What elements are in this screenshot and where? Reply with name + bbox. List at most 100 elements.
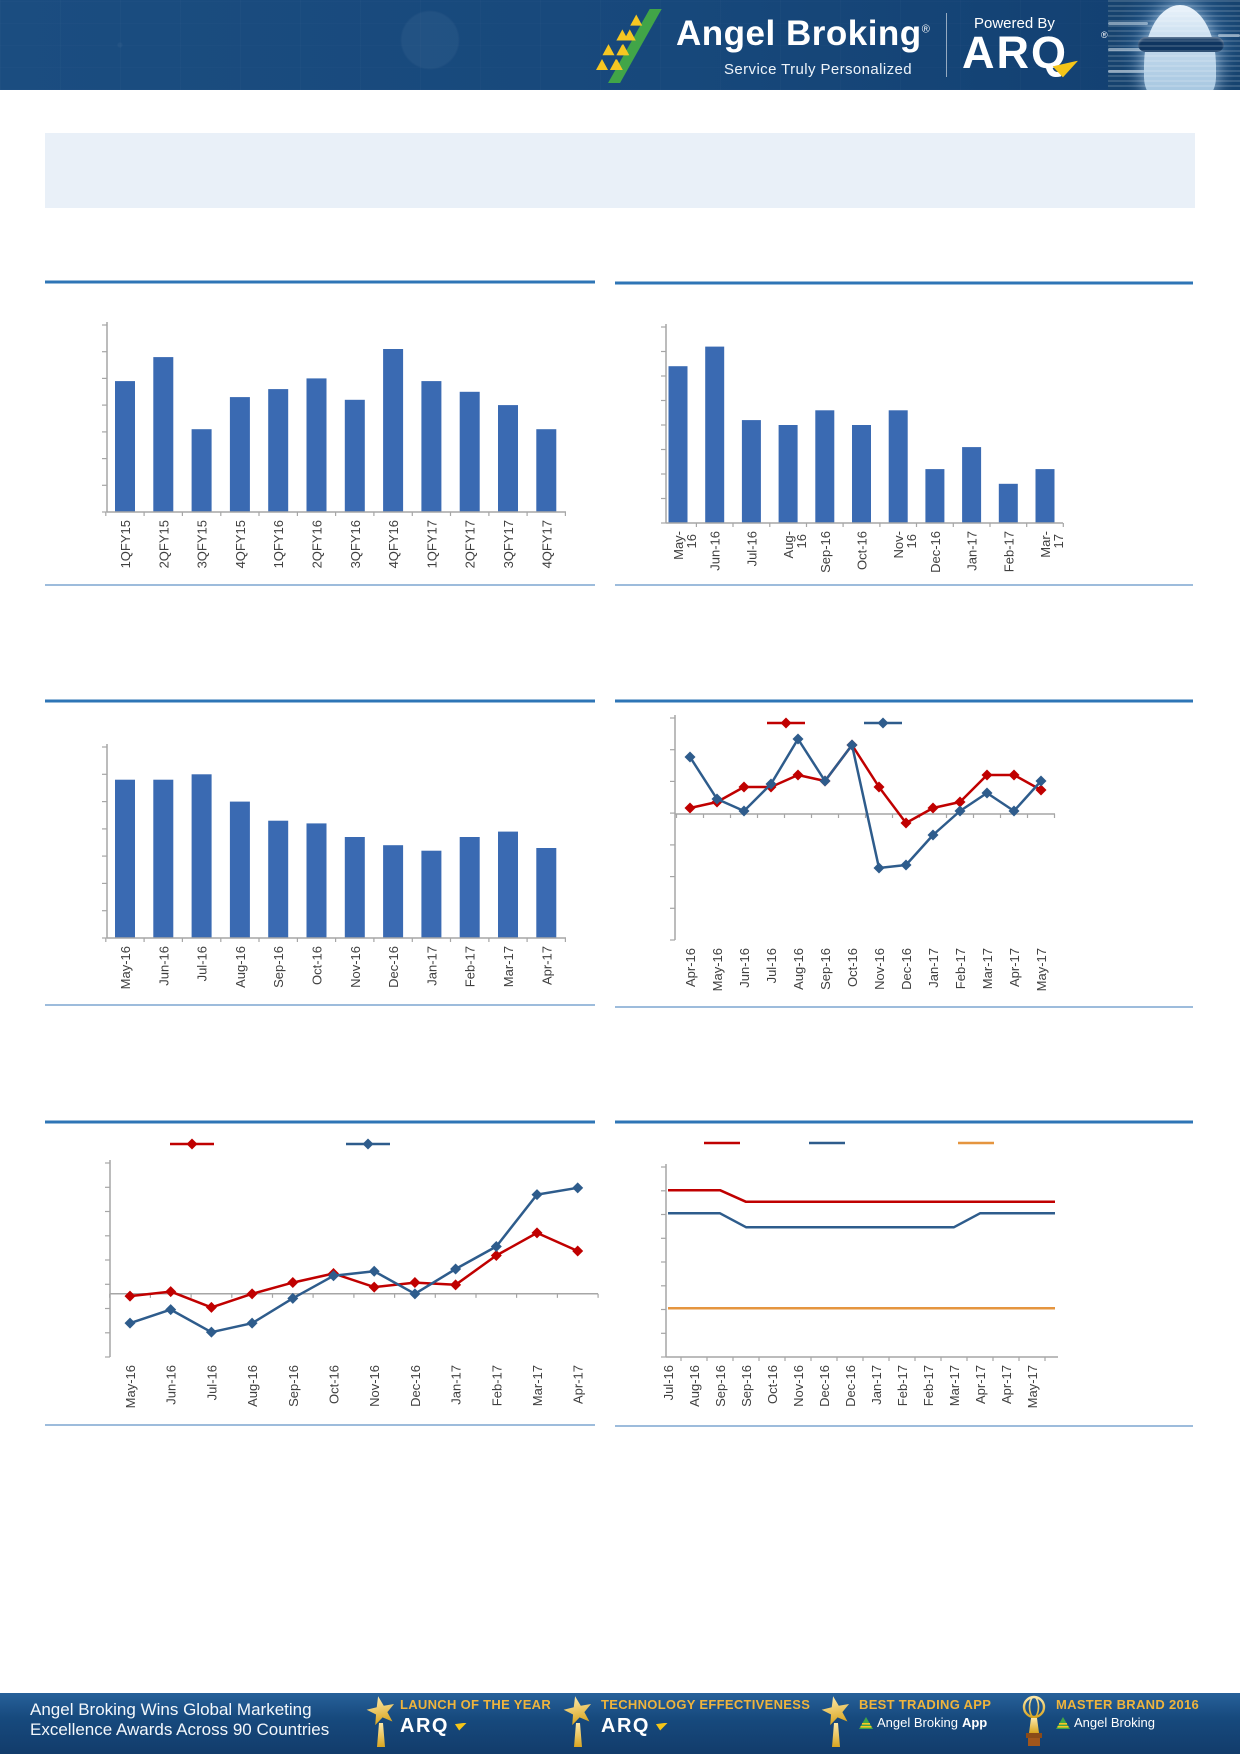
svg-text:Nov-16: Nov-16 [791,1365,806,1407]
svg-text:Aug-16: Aug-16 [233,946,248,988]
svg-text:Jan-17: Jan-17 [926,948,941,988]
bar [153,357,174,512]
svg-text:May-16: May-16 [671,531,699,560]
svg-text:2QFY15: 2QFY15 [156,520,171,568]
svg-text:Apr-17: Apr-17 [1007,948,1022,987]
svg-text:Feb-17: Feb-17 [1001,531,1016,572]
two-series-line-chart-2-series-0 [124,1227,584,1313]
svg-text:Feb-17: Feb-17 [921,1365,936,1406]
svg-text:Feb-17: Feb-17 [489,1365,504,1406]
award-launch-of-the-year: LAUNCH OF THE YEAR ARQ [400,1697,551,1738]
svg-text:Dec-16: Dec-16 [817,1365,832,1407]
two-series-line-chart-1-y-axis [670,715,676,941]
svg-text:Apr-16: Apr-16 [683,948,698,987]
svg-text:Jul-16: Jul-16 [744,531,759,566]
two-series-line-chart-1: Apr-16 May-16 Jun-16 Jul-16 Aug-16 Sep-16 Oct-… [615,699,1193,1008]
footer-headline-line2: Excellence Awards Across 90 Countries [30,1720,330,1739]
arq-registered-mark: ® [1101,30,1108,40]
bar [705,346,725,523]
svg-text:Nov-16: Nov-16 [872,948,887,990]
quarterly-bar-chart: 1QFY15 2QFY15 3QFY15 4QFY15 1QFY16 2QFY16 3QFY… [45,280,595,586]
bar [962,447,982,524]
bar [153,779,174,938]
award-best-trading-app: BEST TRADING APP Angel Broking App [859,1697,991,1730]
svg-text:1QFY15: 1QFY15 [118,520,133,568]
footer-headline: Angel Broking Wins Global Marketing Exce… [30,1700,329,1740]
svg-text:3QFY15: 3QFY15 [195,520,210,568]
svg-text:Sep-16: Sep-16 [271,946,286,988]
star-trophy-icon [821,1696,850,1747]
monthly-bar-chart-2-bars [115,774,557,938]
bar [344,837,365,938]
svg-text:Jan-17: Jan-17 [965,531,980,571]
svg-text:Mar-17: Mar-17 [530,1365,545,1406]
bar [268,389,289,512]
globe-trophy-icon [1022,1695,1046,1746]
two-series-line-chart-1-legend [767,717,902,729]
arq-swoosh-icon [454,1722,467,1731]
two-series-line-chart-1-x-labels: Apr-16 May-16 Jun-16 Jul-16 Aug-16 Sep-16 Oct-… [683,948,1049,991]
bar [459,391,480,512]
three-series-step-line-chart: Jul-16 Aug-16 Sep-16 Sep-16 Oct-16 Nov-16 Dec-… [615,1120,1193,1427]
angel-triangle-icon [1056,1716,1070,1729]
svg-text:Jan-17: Jan-17 [449,1365,464,1405]
bar [741,420,761,523]
svg-text:Sep-16: Sep-16 [713,1365,728,1407]
bar [383,349,404,512]
two-series-line-chart-2-legend [170,1138,390,1150]
award-brand-text: Angel Broking [1074,1715,1155,1730]
bar [778,425,798,523]
svg-text:3QFY17: 3QFY17 [501,520,516,568]
svg-text:Jan-17: Jan-17 [424,946,439,986]
bar [268,820,289,938]
award-brand-arq: ARQ [601,1715,650,1737]
two-series-line-chart-2-x-labels: May-16 Jun-16 Jul-16 Aug-16 Sep-16 Oct-16 Nov-… [123,1365,586,1408]
bar [498,831,518,938]
svg-text:Jul-16: Jul-16 [204,1365,219,1400]
arq-logo: ARQ [962,27,1068,78]
svg-text:Dec-16: Dec-16 [928,531,943,573]
svg-text:Mar-17: Mar-17 [980,948,995,989]
quarterly-bar-chart-bars [115,349,557,512]
svg-text:Dec-16: Dec-16 [408,1365,423,1407]
award-title: TECHNOLOGY EFFECTIVENESS [601,1697,811,1712]
svg-text:May-17: May-17 [1025,1365,1040,1408]
three-series-step-line-chart-y-axis [661,1164,667,1358]
svg-text:Oct-16: Oct-16 [845,948,860,987]
award-master-brand-2016: MASTER BRAND 2016 Angel Broking [1056,1697,1199,1730]
arq-swoosh-icon [655,1722,668,1731]
three-series-step-line-chart-series-0 [668,1188,1055,1204]
svg-text:4QFY17: 4QFY17 [539,520,554,568]
bar [925,469,945,523]
svg-text:4QFY15: 4QFY15 [233,520,248,568]
svg-text:Feb-17: Feb-17 [953,948,968,989]
bar [115,381,135,512]
bar [459,837,480,938]
svg-text:Jan-17: Jan-17 [869,1365,884,1405]
scanlines-overlay [1108,0,1240,90]
powered-by-label: Powered By [974,15,1055,32]
bar [852,425,871,523]
svg-text:2QFY16: 2QFY16 [310,520,325,568]
bar [998,483,1018,523]
award-brand-bold: App [961,1715,988,1730]
star-trophy-icon [563,1696,592,1747]
svg-text:May-17: May-17 [1034,948,1049,991]
svg-text:Jul-16: Jul-16 [764,948,779,983]
ai-head-image [1108,0,1240,90]
svg-text:2QFY17: 2QFY17 [463,520,478,568]
bar [229,801,250,938]
svg-text:Apr-17: Apr-17 [539,946,554,985]
monthly-bar-chart-2-x-labels: May-16 Jun-16 Jul-16 Aug-16 Sep-16 Oct-16 Nov-… [118,946,554,989]
quarterly-bar-chart-x-labels: 1QFY15 2QFY15 3QFY15 4QFY15 1QFY16 2QFY16 3QFY… [118,520,554,568]
bar [815,410,835,523]
bar [383,845,404,938]
svg-text:Apr-17: Apr-17 [999,1365,1014,1404]
two-series-line-chart-2: May-16 Jun-16 Jul-16 Aug-16 Sep-16 Oct-16 Nov-… [45,1120,599,1426]
svg-text:Jun-16: Jun-16 [156,946,171,986]
svg-text:Nov-16: Nov-16 [348,946,363,988]
monthly-bar-chart-1-bars [668,346,1055,524]
bar [191,774,212,938]
